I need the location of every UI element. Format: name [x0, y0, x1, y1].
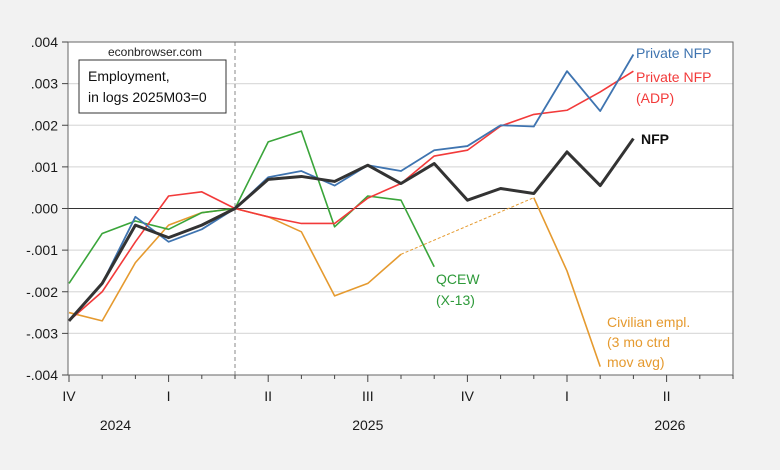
series-line	[68, 130, 435, 284]
label-civilian-line-3: mov avg)	[607, 354, 665, 370]
y-tick-label: .004	[31, 34, 58, 50]
series-line	[68, 70, 634, 322]
title-line-2: in logs 2025M03=0	[88, 89, 207, 105]
series-gap-dashed	[400, 197, 534, 255]
y-tick-label: .002	[31, 117, 58, 133]
label-civilian-line-1: Civilian empl.	[607, 314, 690, 330]
x-tick-label: IV	[62, 388, 76, 404]
series-nfp	[67, 137, 635, 322]
series-private-nfp-adp	[68, 70, 634, 322]
label-nfp: NFP	[641, 131, 669, 147]
y-tick-label: .003	[31, 76, 58, 92]
x-tick-label: I	[565, 388, 569, 404]
series-lines	[67, 54, 635, 367]
x-tick-label: II	[264, 388, 272, 404]
y-tick-label: -.004	[26, 367, 58, 383]
label-qcew-line-2: (X-13)	[436, 292, 475, 308]
label-adp-line-2: (ADP)	[636, 90, 674, 106]
source-label: econbrowser.com	[108, 45, 202, 59]
series-line	[67, 137, 635, 322]
y-axis: .004 .003 .002 .001 .000 -.001 -.002 -.003 -.004	[26, 34, 68, 383]
title-box	[78, 59, 227, 114]
label-civilian-line-2: (3 mo ctrd	[607, 334, 670, 350]
x-tick-label: III	[362, 388, 374, 404]
label-private-nfp: Private NFP	[636, 45, 711, 61]
year-label: 2025	[352, 417, 383, 433]
y-tick-label: .000	[31, 201, 58, 217]
x-tick-label: I	[167, 388, 171, 404]
title-line-1: Employment,	[88, 68, 170, 84]
year-label: 2026	[654, 417, 685, 433]
x-tick-label: IV	[461, 388, 475, 404]
y-tick-label: -.003	[26, 325, 58, 341]
y-tick-label: .001	[31, 159, 58, 175]
y-tick-label: -.002	[26, 284, 58, 300]
label-adp-line-1: Private NFP	[636, 69, 711, 85]
series-line	[68, 54, 635, 322]
y-tick-label: -.001	[26, 242, 58, 258]
x-tick-label: II	[663, 388, 671, 404]
label-qcew-line-1: QCEW	[436, 271, 480, 287]
year-label: 2024	[100, 417, 131, 433]
